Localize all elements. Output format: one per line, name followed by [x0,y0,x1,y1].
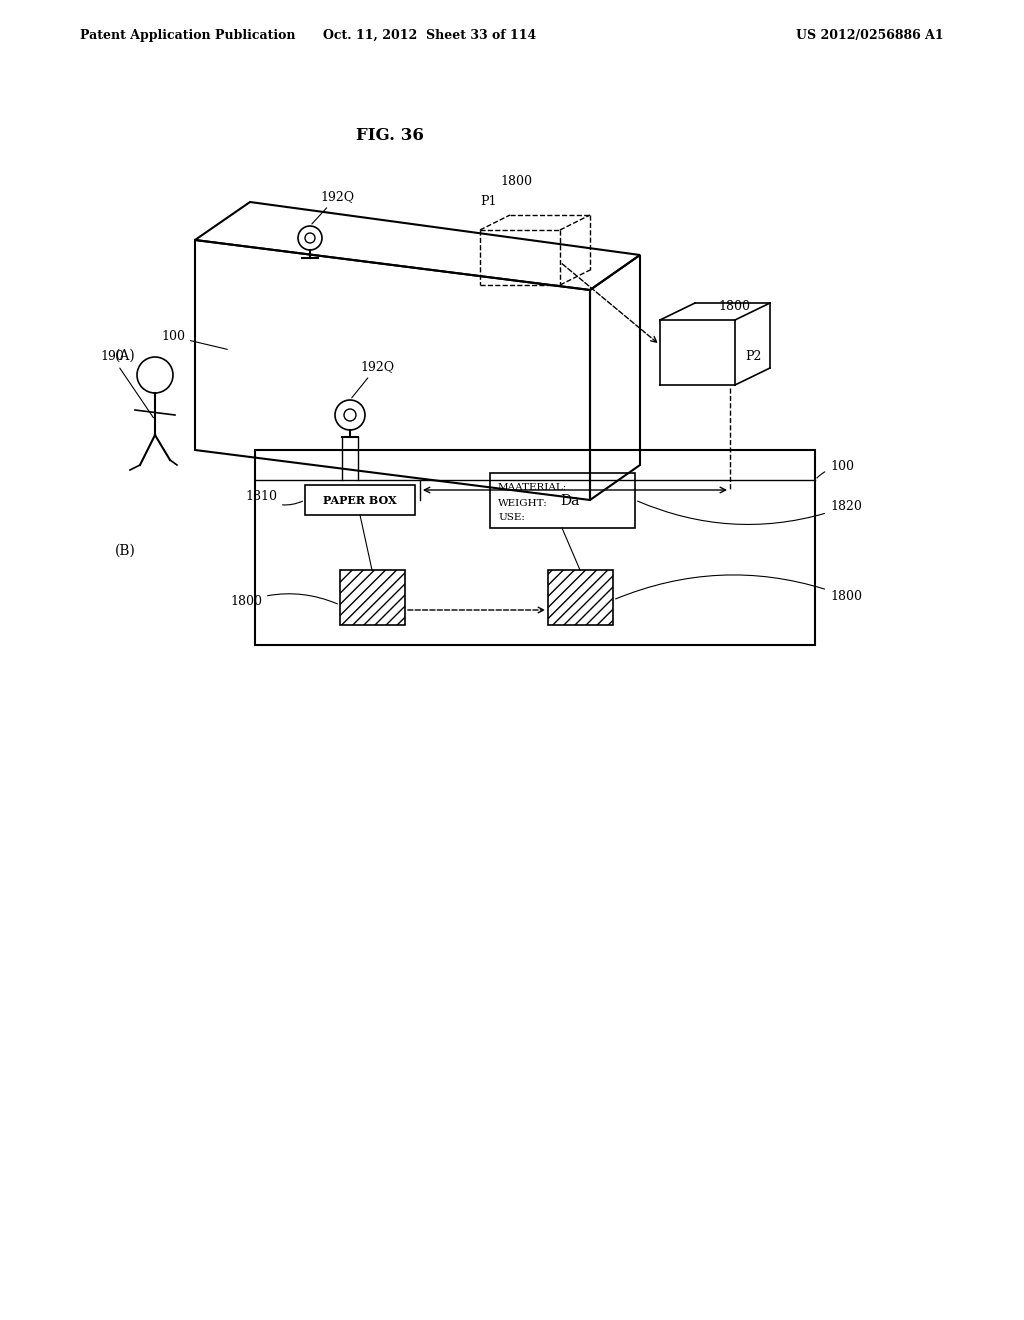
Bar [548,570,613,624]
Text: P2: P2 [745,350,762,363]
Text: 100: 100 [161,330,227,350]
Text: PAPER BOX: PAPER BOX [324,495,397,506]
Text: 192Q: 192Q [312,190,354,224]
Bar [305,484,415,515]
Text: 1800: 1800 [718,300,750,313]
Text: (B): (B) [115,544,136,558]
Text: (A): (A) [115,348,136,363]
Text: US 2012/0256886 A1: US 2012/0256886 A1 [797,29,944,41]
Text: 1800: 1800 [615,576,862,603]
Text: Oct. 11, 2012  Sheet 33 of 114: Oct. 11, 2012 Sheet 33 of 114 [324,29,537,41]
Text: P1: P1 [480,195,497,209]
Text: WEIGHT:: WEIGHT: [498,499,548,507]
Text: 100: 100 [817,459,854,478]
Text: 1800: 1800 [230,594,338,609]
Text: 1810: 1810 [245,490,302,506]
Text: Da: Da [560,494,580,508]
Bar [490,473,635,528]
Text: MAATERIAL:: MAATERIAL: [498,483,567,492]
Text: Patent Application Publication: Patent Application Publication [80,29,296,41]
Text: FIG. 36: FIG. 36 [356,127,424,144]
Text: 190: 190 [100,350,154,417]
Bar [340,570,406,624]
Text: 1820: 1820 [638,500,862,524]
Text: USE:: USE: [498,513,525,523]
Text: 192Q: 192Q [352,360,394,397]
Text: 1800: 1800 [500,176,532,187]
Bar [255,450,815,645]
